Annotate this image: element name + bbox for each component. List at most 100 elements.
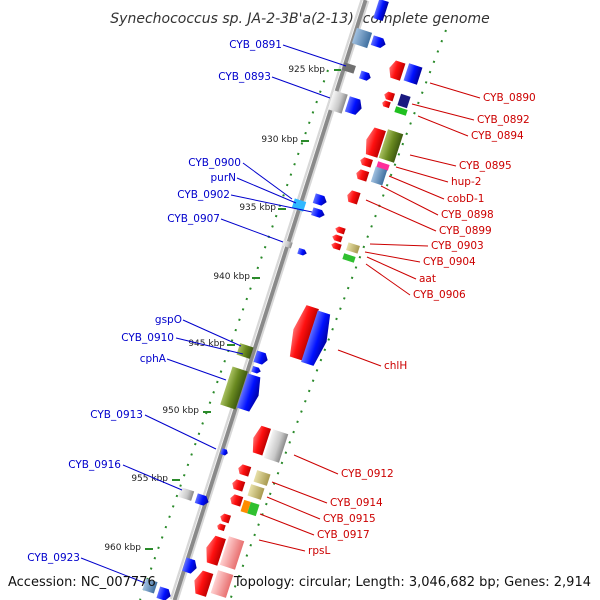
right-leader-lines [258, 82, 481, 552]
gene-glyph[interactable] [359, 70, 372, 82]
gene-glyph[interactable] [387, 59, 406, 81]
gene-label[interactable]: cobD-1 [447, 193, 484, 205]
gene-label[interactable]: CYB_0917 [317, 529, 370, 541]
gene-label[interactable]: CYB_0904 [423, 256, 476, 268]
gene-glyph[interactable] [236, 373, 264, 412]
gene-glyph[interactable] [285, 304, 319, 361]
gene-glyph[interactable] [351, 27, 373, 49]
gene-glyph[interactable] [251, 365, 261, 374]
left-gene-labels: CYB_0891 CYB_0893 CYB_0900 purN CYB_0902… [27, 39, 282, 564]
gene-glyph[interactable] [370, 35, 387, 49]
left-leader-lines [80, 44, 347, 584]
gene-glyph[interactable] [297, 247, 307, 256]
kbp-tick-label: 955 kbp [131, 474, 168, 484]
gene-glyph[interactable] [370, 166, 388, 186]
map-title: Synechococcus sp. JA-2-3B'a(2-13), compl… [110, 11, 489, 27]
gene-glyph[interactable] [219, 513, 231, 524]
kbp-tick-label: 925 kbp [288, 65, 325, 75]
gene-glyph[interactable] [359, 156, 373, 168]
gene-label[interactable]: CYB_0899 [439, 225, 492, 237]
gene-label[interactable]: CYB_0903 [431, 240, 484, 252]
gene-label[interactable]: chlH [384, 360, 407, 372]
gene-glyph[interactable] [331, 234, 343, 243]
gene-glyph[interactable] [311, 207, 326, 219]
gene-glyph[interactable] [202, 534, 226, 566]
gene-glyph[interactable] [247, 484, 265, 500]
gene-glyph[interactable] [394, 106, 408, 116]
gene-glyph[interactable] [383, 91, 395, 102]
gene-label[interactable]: rpsL [308, 545, 330, 557]
gene-label[interactable]: CYB_0894 [471, 130, 524, 142]
gene-label[interactable]: CYB_0914 [330, 497, 383, 509]
gene-glyph[interactable] [342, 62, 356, 74]
gene-label[interactable]: CYB_0891 [229, 39, 282, 51]
gene-glyph[interactable] [312, 193, 328, 207]
gene-glyph[interactable] [301, 310, 335, 368]
kbp-tick-label: 950 kbp [162, 406, 199, 416]
gene-glyph[interactable] [328, 90, 348, 114]
genome-summary-text: Topology: circular; Length: 3,046,682 bp… [233, 575, 591, 590]
gene-glyph[interactable] [177, 487, 195, 501]
gene-glyph[interactable] [345, 189, 361, 205]
gene-glyph[interactable] [376, 161, 390, 171]
gene-label[interactable]: CYB_0892 [477, 114, 530, 126]
gene-glyph[interactable] [378, 129, 404, 163]
gene-glyph[interactable] [346, 242, 360, 254]
gene-glyph[interactable] [253, 470, 271, 486]
gene-label[interactable]: CYB_0913 [90, 409, 143, 421]
gene-label[interactable]: CYB_0912 [341, 468, 394, 480]
gene-glyph[interactable] [220, 448, 229, 456]
gene-label[interactable]: CYB_0895 [459, 160, 512, 172]
gene-label[interactable]: CYB_0898 [441, 209, 494, 221]
gene-label[interactable]: CYB_0916 [68, 459, 121, 471]
gene-glyph[interactable] [342, 253, 356, 263]
gene-glyph[interactable] [191, 569, 214, 597]
gene-glyph[interactable] [182, 557, 199, 574]
gene-glyph[interactable] [381, 100, 391, 109]
accession-text: Accession: NC_007776 [8, 575, 156, 590]
gene-label[interactable]: CYB_0893 [218, 71, 271, 83]
gene-glyph[interactable] [229, 493, 244, 507]
gene-glyph[interactable] [219, 536, 245, 570]
gene-glyph[interactable] [403, 63, 423, 85]
gene-label[interactable]: CYB_0923 [27, 552, 80, 564]
gene-glyph[interactable] [373, 0, 389, 22]
gene-glyph[interactable] [263, 429, 289, 463]
gene-label[interactable]: CYB_0902 [177, 189, 230, 201]
gene-glyph[interactable] [236, 343, 254, 359]
gene-glyph[interactable] [194, 493, 210, 507]
gene-glyph[interactable] [253, 350, 269, 365]
gene-label[interactable]: CYB_0900 [188, 157, 241, 169]
kbp-tick-label: 930 kbp [261, 135, 298, 145]
kbp-tick-label: 945 kbp [188, 339, 225, 349]
gene-label[interactable]: CYB_0890 [483, 92, 536, 104]
kbp-tick-label: 935 kbp [239, 203, 276, 213]
gene-label[interactable]: CYB_0907 [167, 213, 220, 225]
gene-glyph[interactable] [231, 478, 246, 492]
gene-label[interactable]: gspO [155, 314, 182, 326]
gene-glyph[interactable] [237, 463, 252, 477]
gene-glyph[interactable] [344, 96, 364, 116]
gene-glyph[interactable] [210, 570, 234, 598]
gene-label[interactable]: CYB_0906 [413, 289, 466, 301]
gene-label[interactable]: cphA [140, 353, 167, 365]
gene-glyph[interactable] [334, 226, 346, 235]
gene-label[interactable]: hup-2 [451, 176, 481, 188]
gene-label[interactable]: aat [419, 273, 436, 285]
gene-glyph[interactable] [355, 168, 370, 182]
gene-glyph[interactable] [330, 242, 342, 251]
gene-glyph[interactable] [216, 523, 226, 532]
gene-glyph[interactable] [281, 239, 293, 249]
kbp-scale: 925 kbp 930 kbp 935 kbp 940 kbp 945 kbp … [104, 65, 341, 553]
gene-glyph[interactable] [220, 366, 248, 410]
gene-glyph[interactable] [156, 586, 172, 600]
gene-label[interactable]: CYB_0915 [323, 513, 376, 525]
gene-label[interactable]: purN [211, 172, 237, 184]
gene-glyph[interactable] [240, 499, 260, 517]
gene-label[interactable]: CYB_0910 [121, 332, 174, 344]
gene-glyph[interactable] [142, 578, 158, 594]
gene-glyph[interactable] [249, 425, 271, 456]
gene-glyph[interactable] [397, 93, 411, 109]
gene-glyph[interactable] [362, 126, 386, 158]
